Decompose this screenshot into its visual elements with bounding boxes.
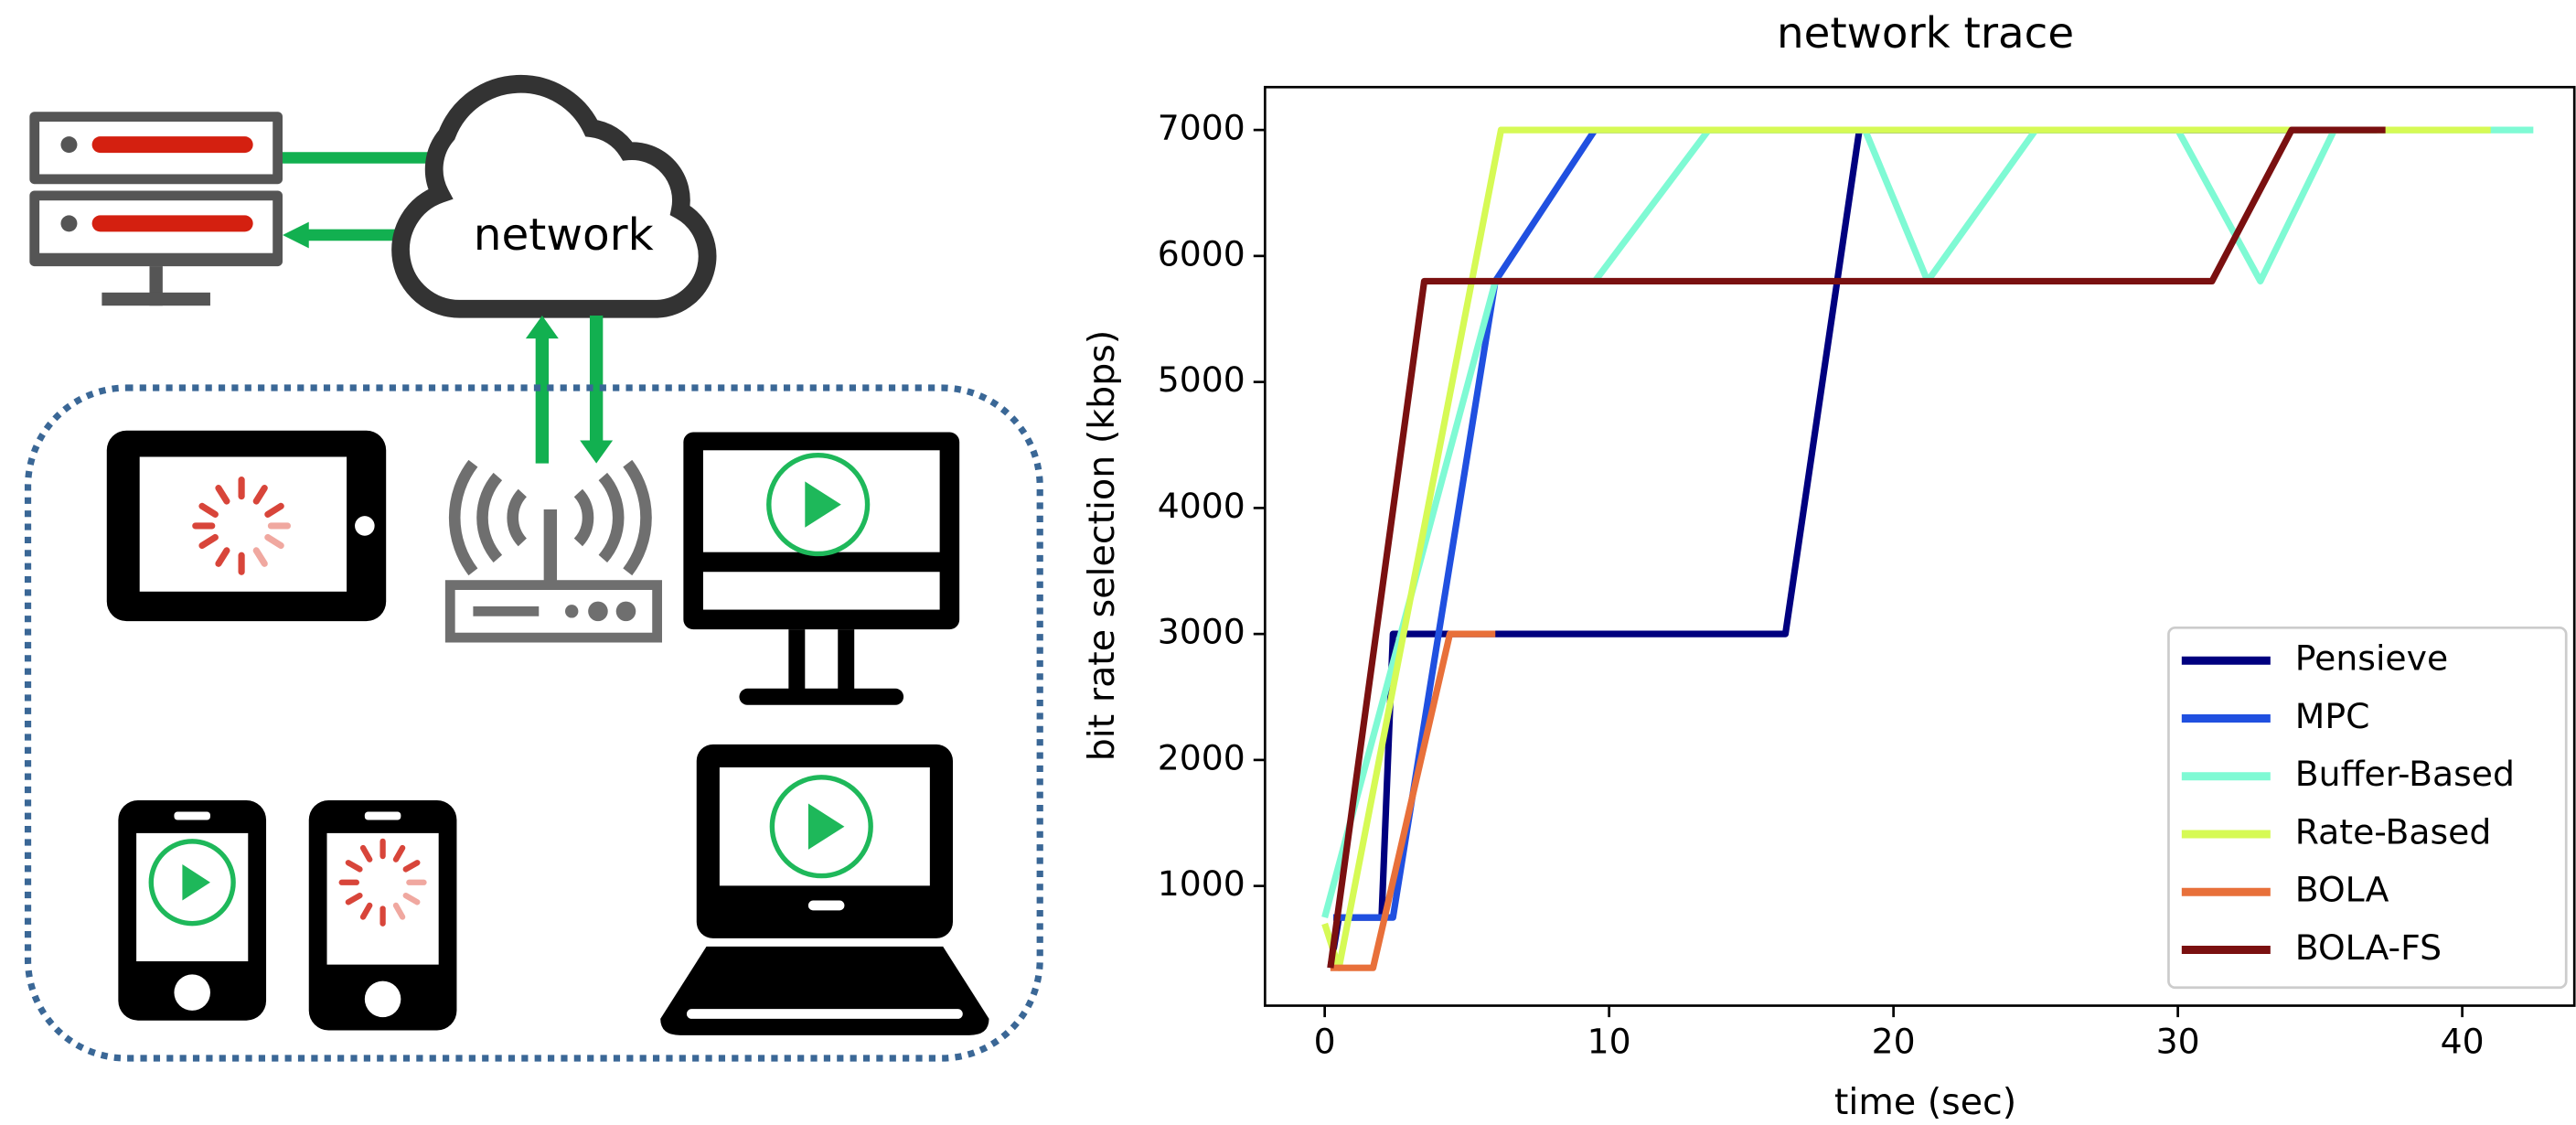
chart: network trace time (sec) bit rate select… bbox=[1081, 9, 2574, 1123]
y-tick-label: 3000 bbox=[1158, 612, 1245, 652]
cloud-label: network bbox=[474, 209, 654, 261]
diagram: network bbox=[28, 84, 1041, 1058]
y-tick-label: 2000 bbox=[1158, 737, 1245, 777]
chart-title: network trace bbox=[1777, 9, 2074, 59]
monitor-screen bbox=[703, 572, 940, 609]
arrow-head bbox=[526, 316, 559, 338]
server-led bbox=[60, 215, 77, 231]
laptop-base bbox=[660, 947, 989, 1035]
x-tick-label: 10 bbox=[1587, 1022, 1631, 1062]
server-stand bbox=[102, 293, 210, 305]
arrow-head bbox=[283, 222, 309, 249]
phone-speaker bbox=[174, 812, 210, 820]
router-slot bbox=[473, 606, 539, 616]
monitor-stand bbox=[788, 629, 805, 691]
phone-button bbox=[365, 981, 401, 1018]
y-tick-label: 5000 bbox=[1158, 359, 1245, 400]
legend-label: MPC bbox=[2295, 696, 2370, 736]
server-led bbox=[60, 136, 77, 153]
router-led bbox=[588, 602, 608, 622]
legend-label: Buffer-Based bbox=[2295, 754, 2515, 794]
arrow-head bbox=[580, 441, 613, 464]
server-bar bbox=[92, 215, 253, 231]
legend-label: BOLA-FS bbox=[2295, 927, 2442, 968]
x-tick-label: 30 bbox=[2156, 1022, 2200, 1062]
monitor-base bbox=[739, 689, 903, 705]
legend-label: Rate-Based bbox=[2295, 811, 2492, 852]
phone-speaker bbox=[365, 812, 401, 820]
router-led bbox=[565, 605, 578, 617]
phone-button bbox=[174, 974, 210, 1011]
x-tick-label: 20 bbox=[1872, 1022, 1916, 1062]
monitor-stand bbox=[838, 629, 854, 691]
laptop-trackpad bbox=[687, 1009, 963, 1019]
router-antenna bbox=[544, 509, 557, 592]
figure: network bbox=[0, 0, 2576, 1125]
x-tick-label: 0 bbox=[1314, 1022, 1336, 1062]
legend-label: Pensieve bbox=[2295, 638, 2448, 679]
y-tick-label: 6000 bbox=[1158, 233, 1245, 273]
tablet-button bbox=[355, 516, 375, 536]
legend: Pensieve MPC Buffer-Based Rate-Based BOLA BOL… bbox=[2168, 627, 2566, 987]
y-tick-label: 7000 bbox=[1158, 108, 1245, 148]
cloud bbox=[401, 84, 707, 309]
y-tick-label: 1000 bbox=[1158, 863, 1245, 904]
y-tick-label: 4000 bbox=[1158, 486, 1245, 526]
x-axis-label: time (sec) bbox=[1834, 1081, 2016, 1123]
laptop-camera bbox=[808, 901, 845, 911]
y-axis-label: bit rate selection (kbps) bbox=[1081, 330, 1123, 762]
legend-label: BOLA bbox=[2295, 870, 2389, 910]
router-led bbox=[616, 602, 636, 622]
server-bar bbox=[92, 136, 253, 153]
x-tick-label: 40 bbox=[2441, 1022, 2485, 1062]
